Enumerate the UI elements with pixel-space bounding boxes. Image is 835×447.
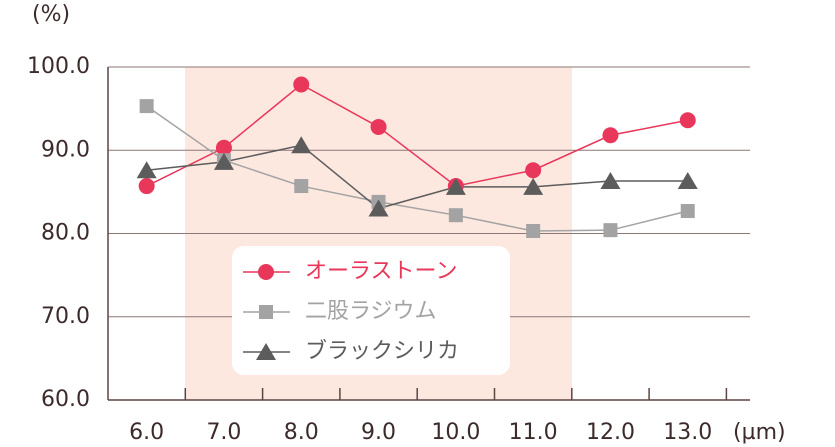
marker bbox=[293, 76, 310, 93]
marker bbox=[138, 178, 155, 195]
marker bbox=[259, 305, 273, 319]
marker bbox=[368, 199, 389, 217]
marker bbox=[602, 127, 619, 144]
x-tick-label: 13.0 bbox=[663, 420, 712, 445]
marker bbox=[215, 139, 232, 156]
marker bbox=[603, 223, 618, 238]
x-axis-label: (µm) bbox=[733, 420, 786, 445]
y-tick-label: 80.0 bbox=[41, 221, 90, 246]
x-tick-label: 10.0 bbox=[431, 420, 480, 445]
x-tick-label: 7.0 bbox=[206, 420, 241, 445]
x-tick-label: 8.0 bbox=[284, 420, 319, 445]
marker bbox=[136, 161, 157, 179]
series-line bbox=[146, 105, 688, 232]
x-tick-label: 6.0 bbox=[129, 420, 164, 445]
legend-label: オーラストーン bbox=[305, 259, 457, 284]
marker bbox=[448, 208, 463, 223]
y-tick-label: 90.0 bbox=[41, 137, 90, 162]
series-line bbox=[146, 83, 688, 187]
marker bbox=[294, 179, 309, 194]
marker bbox=[525, 162, 542, 179]
marker bbox=[139, 99, 154, 114]
marker bbox=[258, 264, 274, 280]
legend-label: 二股ラジウム bbox=[305, 299, 437, 324]
marker bbox=[370, 118, 387, 135]
marker bbox=[213, 152, 234, 170]
marker bbox=[526, 224, 541, 239]
y-tick-label: 100.0 bbox=[27, 54, 90, 79]
legend-label: ブラックシリカ bbox=[305, 339, 459, 364]
x-tick-label: 9.0 bbox=[361, 420, 396, 445]
marker bbox=[679, 112, 696, 129]
y-tick-label: 60.0 bbox=[41, 387, 90, 412]
y-axis-label: (%) bbox=[32, 2, 70, 27]
legend-box bbox=[232, 246, 510, 375]
y-tick-label: 70.0 bbox=[41, 304, 90, 329]
series-line bbox=[146, 144, 688, 210]
x-tick-label: 12.0 bbox=[586, 420, 635, 445]
marker bbox=[291, 136, 312, 154]
marker bbox=[445, 177, 466, 195]
marker bbox=[256, 343, 276, 360]
marker bbox=[680, 204, 695, 219]
marker bbox=[523, 177, 544, 195]
x-tick-label: 11.0 bbox=[509, 420, 558, 445]
marker bbox=[677, 172, 698, 190]
marker bbox=[600, 172, 621, 190]
